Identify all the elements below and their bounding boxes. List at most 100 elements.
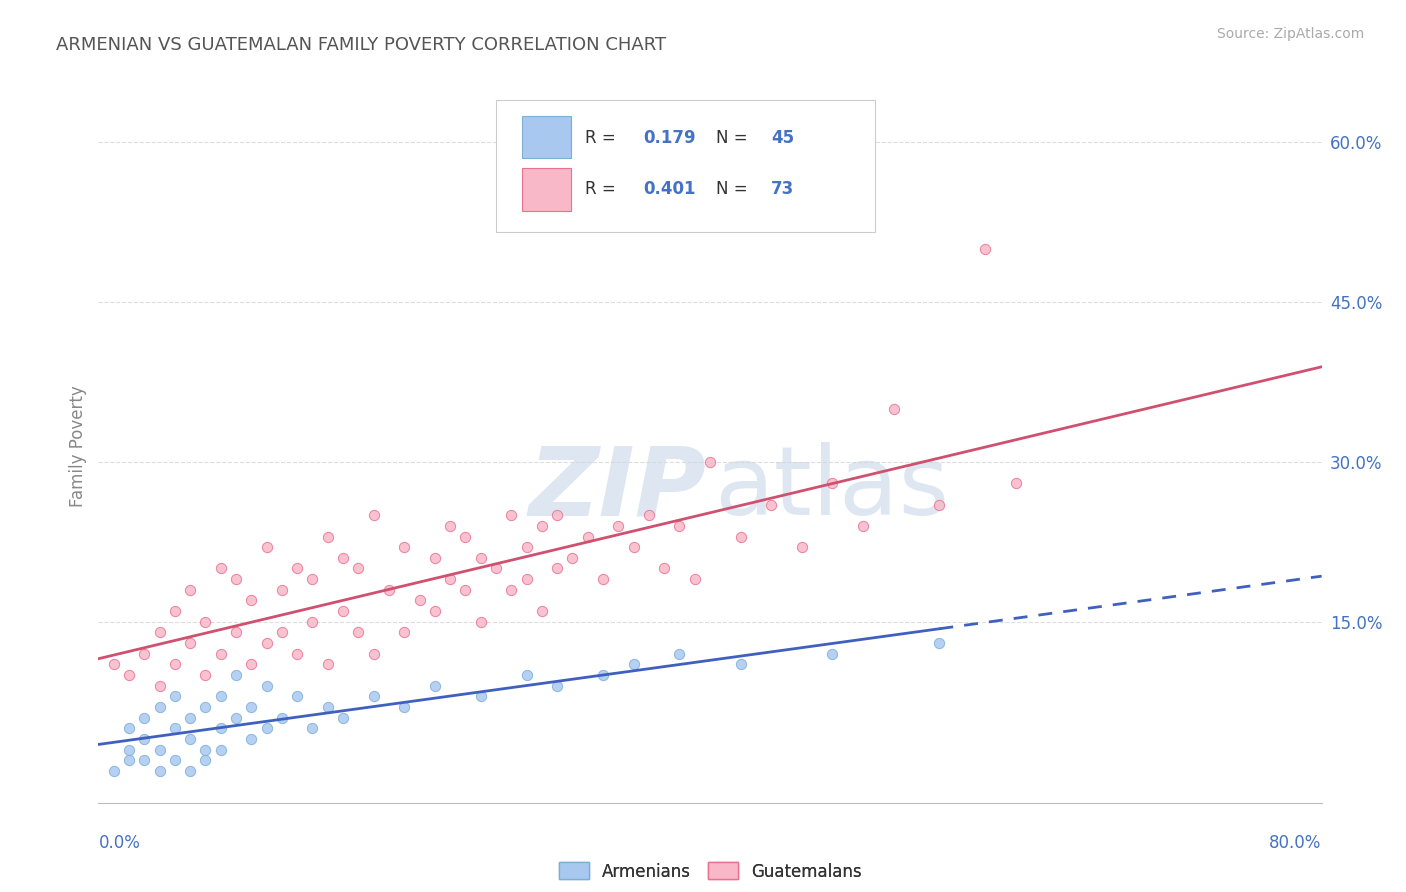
Point — [134, 710, 156, 724]
FancyBboxPatch shape — [522, 169, 571, 211]
Point — [179, 582, 201, 597]
Text: ARMENIAN VS GUATEMALAN FAMILY POVERTY CORRELATION CHART: ARMENIAN VS GUATEMALAN FAMILY POVERTY CO… — [56, 36, 666, 54]
Point — [270, 582, 294, 597]
Point — [516, 572, 538, 586]
Point — [149, 625, 172, 640]
Point — [209, 742, 232, 756]
Text: R =: R = — [585, 180, 621, 198]
Text: 0.401: 0.401 — [643, 180, 695, 198]
Point — [134, 731, 156, 746]
Text: 0.0%: 0.0% — [98, 834, 141, 852]
Point — [501, 582, 523, 597]
Text: ZIP: ZIP — [529, 442, 706, 535]
Point — [163, 721, 186, 735]
Point — [638, 508, 661, 523]
Point — [256, 540, 278, 554]
Text: N =: N = — [716, 128, 754, 146]
Point — [668, 647, 690, 661]
Point — [347, 561, 370, 575]
Point — [149, 679, 172, 693]
Text: 73: 73 — [772, 180, 794, 198]
Point — [194, 615, 217, 629]
Text: Source: ZipAtlas.com: Source: ZipAtlas.com — [1216, 27, 1364, 41]
Point — [423, 679, 446, 693]
Point — [363, 690, 385, 704]
Point — [332, 710, 354, 724]
Point — [576, 529, 599, 543]
Point — [392, 700, 416, 714]
Point — [332, 604, 354, 618]
Point — [118, 742, 141, 756]
Point — [852, 519, 875, 533]
Point — [423, 604, 446, 618]
Point — [256, 679, 278, 693]
Point — [134, 753, 156, 767]
Point — [439, 572, 461, 586]
Point — [301, 721, 323, 735]
Point — [485, 561, 508, 575]
Point — [163, 753, 186, 767]
Text: R =: R = — [585, 128, 621, 146]
Point — [423, 550, 446, 565]
Point — [439, 519, 461, 533]
Point — [546, 679, 568, 693]
Point — [883, 401, 905, 416]
Point — [408, 593, 430, 607]
Point — [256, 721, 278, 735]
Point — [454, 529, 477, 543]
Text: 45: 45 — [772, 128, 794, 146]
Point — [149, 742, 172, 756]
Point — [316, 529, 339, 543]
Point — [163, 604, 186, 618]
Point — [240, 657, 263, 672]
Point — [316, 700, 339, 714]
Point — [240, 731, 263, 746]
Point — [454, 582, 477, 597]
Point — [194, 742, 217, 756]
Point — [623, 540, 645, 554]
Text: N =: N = — [716, 180, 754, 198]
Point — [163, 657, 186, 672]
Point — [974, 242, 997, 256]
Point — [592, 668, 614, 682]
Point — [501, 508, 523, 523]
Point — [1004, 476, 1026, 491]
Point — [516, 668, 538, 682]
Point — [118, 668, 141, 682]
Point — [821, 647, 844, 661]
Point — [285, 647, 308, 661]
Point — [194, 753, 217, 767]
Point — [392, 625, 416, 640]
Point — [607, 519, 630, 533]
Point — [179, 764, 201, 778]
Point — [285, 690, 308, 704]
Point — [730, 657, 752, 672]
Point — [103, 657, 125, 672]
Point — [652, 561, 675, 575]
Point — [668, 519, 690, 533]
Point — [928, 636, 950, 650]
Text: 80.0%: 80.0% — [1270, 834, 1322, 852]
Point — [209, 721, 232, 735]
Point — [209, 690, 232, 704]
Point — [761, 498, 783, 512]
Point — [683, 572, 706, 586]
Point — [546, 561, 568, 575]
Point — [790, 540, 813, 554]
Point — [134, 647, 156, 661]
Point — [392, 540, 416, 554]
Point — [240, 593, 263, 607]
Point — [285, 561, 308, 575]
FancyBboxPatch shape — [522, 116, 571, 159]
Point — [363, 647, 385, 661]
Point — [363, 508, 385, 523]
Point — [699, 455, 721, 469]
Point — [118, 721, 141, 735]
Point — [194, 700, 217, 714]
Point — [149, 764, 172, 778]
Point — [928, 498, 950, 512]
Point — [209, 647, 232, 661]
Point — [530, 519, 553, 533]
Point — [225, 572, 247, 586]
Y-axis label: Family Poverty: Family Poverty — [69, 385, 87, 507]
